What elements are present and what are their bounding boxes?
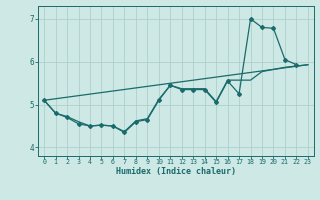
X-axis label: Humidex (Indice chaleur): Humidex (Indice chaleur): [116, 167, 236, 176]
